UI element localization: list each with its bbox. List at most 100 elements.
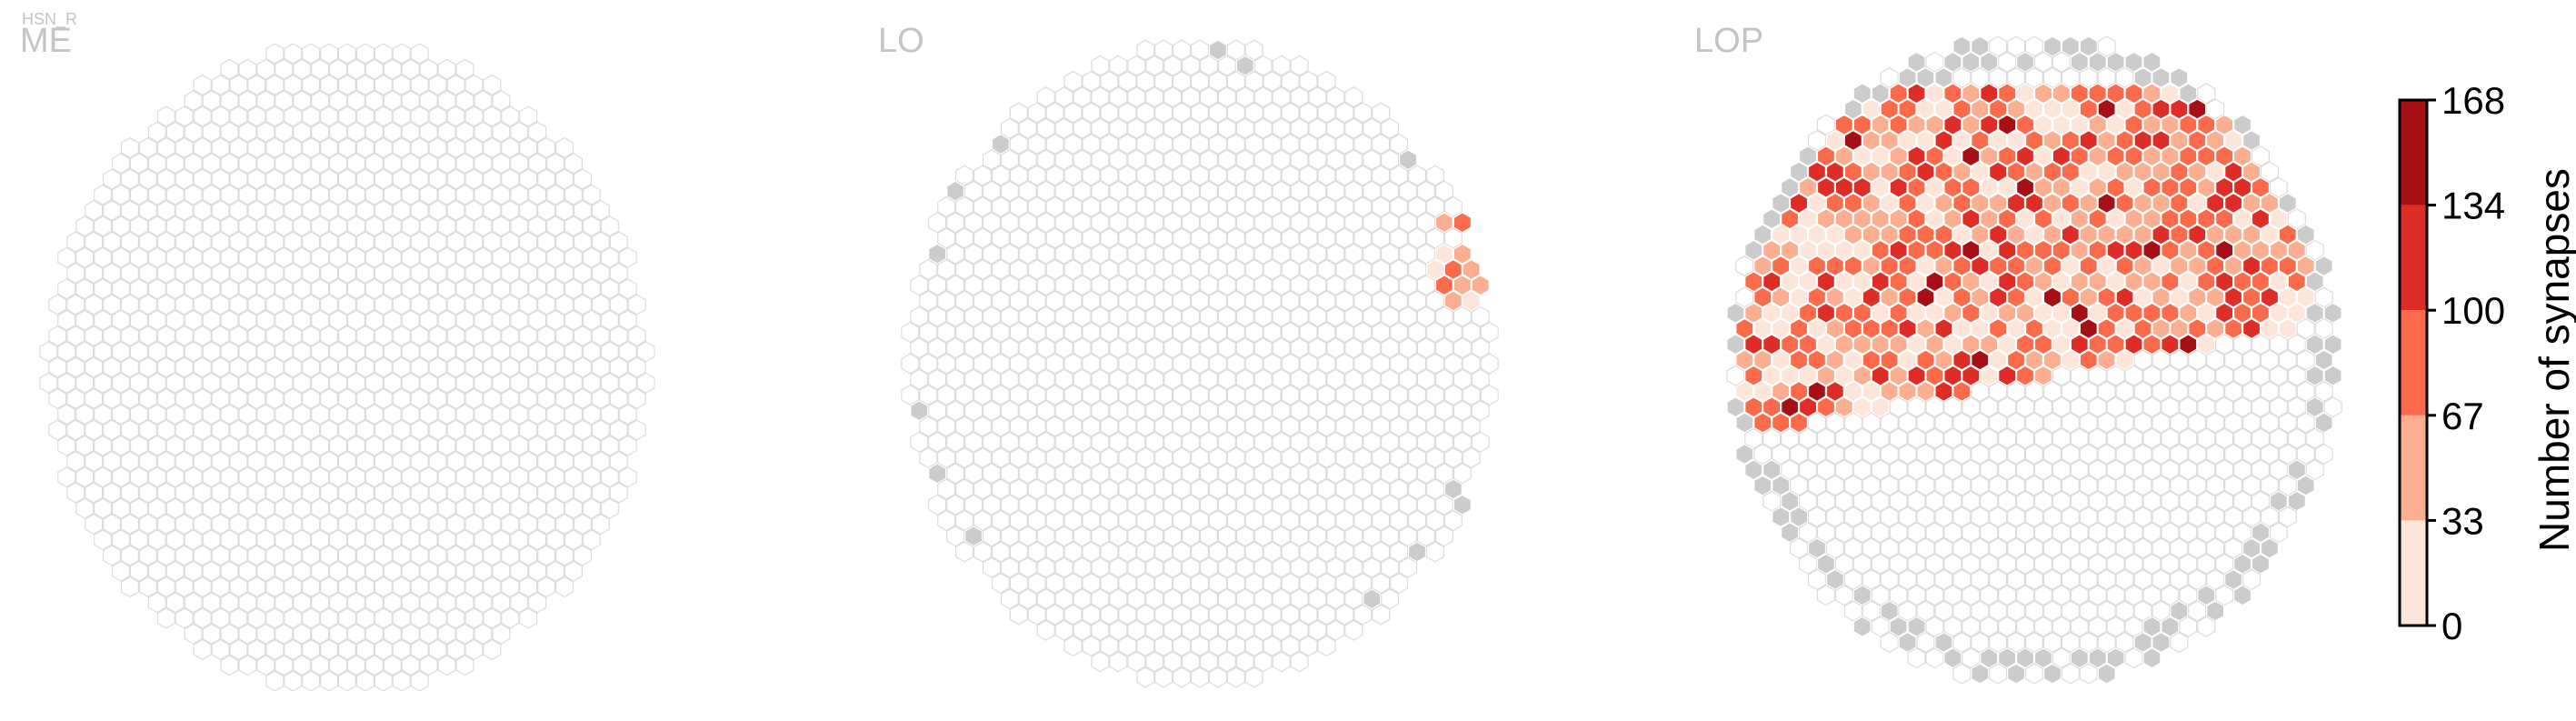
hex-cell-synapse xyxy=(1952,192,1972,215)
hex-cell-empty xyxy=(338,294,356,315)
hex-cell-nodata xyxy=(1898,66,1917,89)
hex-cell-empty xyxy=(1009,478,1028,500)
hex-cell-synapse xyxy=(2042,317,2062,340)
hex-cell-synapse xyxy=(1943,271,1962,293)
hex-cell-empty xyxy=(1335,509,1354,532)
hex-cell-empty xyxy=(1317,384,1336,406)
hex-cell-empty xyxy=(401,58,420,80)
hex-cell-empty xyxy=(1073,588,1092,610)
hex-cell-empty xyxy=(545,497,565,519)
hex-cell-synapse xyxy=(1862,192,1881,215)
hex-cell-empty xyxy=(39,341,58,363)
hex-cell-empty xyxy=(211,482,230,504)
hex-cell-empty xyxy=(437,215,456,237)
hex-cell-empty xyxy=(229,105,248,127)
hex-cell-empty xyxy=(973,353,993,375)
hex-cell-empty xyxy=(1172,70,1192,93)
hex-cell-empty xyxy=(1916,506,1935,528)
hex-cell-empty xyxy=(564,341,584,363)
hex-cell-synapse xyxy=(1443,258,1463,281)
hex-cell-empty xyxy=(1308,212,1327,234)
hex-cell-empty xyxy=(1163,337,1183,359)
hex-cell-empty xyxy=(545,153,565,175)
hex-cell-nodata xyxy=(2170,66,2189,89)
hex-cell-empty xyxy=(311,341,330,363)
hex-cell-empty xyxy=(1154,666,1173,688)
hex-cell-empty xyxy=(474,121,493,143)
hex-cell-empty xyxy=(1443,227,1463,249)
hex-cell-empty xyxy=(229,545,248,566)
hex-cell-empty xyxy=(1263,133,1282,155)
hex-cell-empty xyxy=(1335,572,1354,595)
hex-cell-empty xyxy=(618,309,637,331)
hex-cell-empty xyxy=(1082,384,1101,406)
hex-cell-synapse xyxy=(1925,365,1944,386)
hex-cell-synapse xyxy=(2016,83,2035,105)
hex-cell-synapse xyxy=(1934,349,1953,371)
hex-cell-empty xyxy=(1009,353,1028,375)
hex-cell-empty xyxy=(1816,427,1836,449)
hex-cell-empty xyxy=(1009,102,1028,124)
hex-cell-nodata xyxy=(1971,35,1990,57)
hex-cell-nodata xyxy=(1852,83,1872,105)
hex-cell-empty xyxy=(1027,102,1046,124)
hex-cell-empty xyxy=(293,341,312,363)
hex-cell-empty xyxy=(392,638,411,661)
hex-cell-empty xyxy=(2016,585,2035,606)
hex-cell-empty xyxy=(2079,443,2098,466)
hex-cell-empty xyxy=(220,341,239,363)
hex-cell-empty xyxy=(75,246,95,268)
hex-cell-empty xyxy=(355,74,374,96)
hex-cell-empty xyxy=(1453,400,1472,422)
hex-cell-empty xyxy=(329,90,348,112)
hex-cell-empty xyxy=(2142,522,2162,544)
hex-cell-empty xyxy=(184,372,203,394)
hex-cell-empty xyxy=(464,607,484,629)
hex-cell-empty xyxy=(85,199,104,222)
hex-cell-empty xyxy=(383,655,402,676)
hex-cell-empty xyxy=(2088,459,2107,481)
hex-cell-synapse xyxy=(1798,396,1818,418)
hex-cell-synapse xyxy=(2170,161,2189,183)
hex-cell-empty xyxy=(2251,427,2270,449)
hex-cell-empty xyxy=(446,136,465,159)
hex-cell-empty xyxy=(1281,446,1300,469)
hex-cell-empty xyxy=(545,404,565,426)
hex-cell-empty xyxy=(355,356,374,378)
hex-cell-empty xyxy=(1154,416,1173,437)
hex-cell-empty xyxy=(1889,585,1908,606)
hex-cell-nodata xyxy=(2161,616,2180,637)
hex-cell-empty xyxy=(1843,412,1862,434)
hex-cell-empty xyxy=(1145,212,1164,234)
hex-cell-empty xyxy=(600,341,619,363)
hex-cell-empty xyxy=(1172,165,1192,186)
hex-cell-empty xyxy=(1398,400,1418,422)
hex-cell-empty xyxy=(455,58,474,80)
hex-cell-empty xyxy=(165,246,185,268)
hex-cell-empty xyxy=(1018,275,1037,296)
hex-cell-empty xyxy=(1145,275,1164,296)
hex-cell-empty xyxy=(2061,600,2080,622)
hex-cell-empty xyxy=(573,325,593,347)
hex-cell-nodata xyxy=(2042,663,2062,685)
hex-cell-empty xyxy=(1073,526,1092,547)
hex-cell-nodata xyxy=(1735,443,1754,466)
hex-cell-synapse xyxy=(2206,286,2225,308)
hex-cell-empty xyxy=(483,199,502,222)
hex-cell-empty xyxy=(1054,368,1073,390)
hex-cell-synapse xyxy=(2278,255,2297,277)
hex-cell-synapse xyxy=(2233,176,2252,198)
hex-cell-empty xyxy=(2025,412,2043,434)
hex-cell-empty xyxy=(211,545,230,566)
hex-cell-empty xyxy=(1381,305,1400,327)
hex-cell-empty xyxy=(901,384,920,406)
hex-cell-empty xyxy=(1344,180,1363,202)
hex-cell-empty xyxy=(147,372,166,394)
hex-cell-empty xyxy=(446,231,465,253)
hex-cell-empty xyxy=(545,529,565,551)
hex-cell-empty xyxy=(302,43,321,65)
hex-cell-empty xyxy=(364,309,384,331)
hex-cell-empty xyxy=(474,560,493,582)
hex-cell-nodata xyxy=(2133,66,2152,89)
hex-cell-empty xyxy=(1272,526,1291,547)
